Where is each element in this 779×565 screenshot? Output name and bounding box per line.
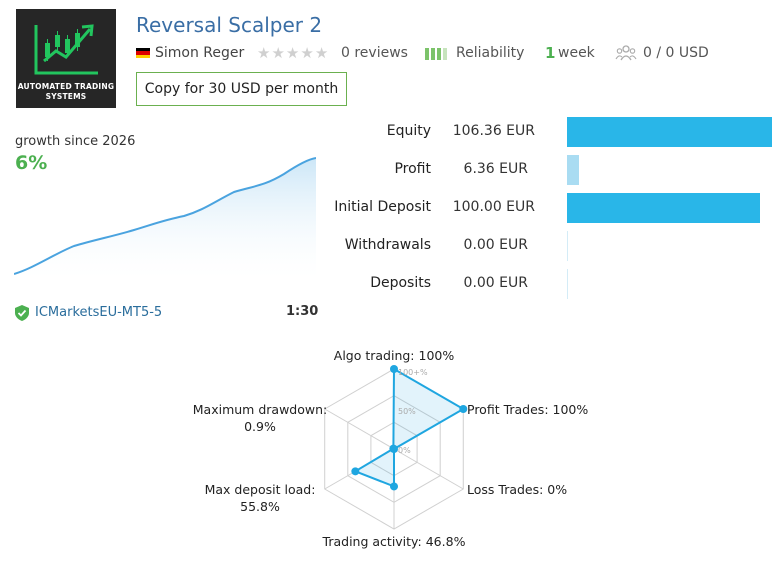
star-icon: ★ [300,44,315,62]
radar-label-algo-trading: Algo trading: 100% [333,348,455,363]
reviews-count[interactable]: 0 reviews [341,45,408,61]
radar-point [459,405,468,413]
radar-label-profit-trades: Profit Trades: 100% [467,402,589,417]
radar-label-max-deposit-load: Max deposit load: 55.8% [204,482,316,514]
radar-scale-0: 0% [398,446,411,455]
radar-point [390,365,398,373]
age-number: 1 [545,44,556,62]
growth-value: 6% [15,152,48,174]
reliability-label: Reliability [456,45,525,61]
growth-chart [14,157,316,280]
stat-label-equity: Equity [386,123,431,139]
verified-shield-icon [15,305,29,321]
broker-row[interactable]: ICMarketsEU-MT5-5 [15,304,215,322]
stat-value-initial-deposit: 100.00 EUR [452,199,535,215]
age-unit: week [558,45,595,61]
radar-label-trading-activity: Trading activity: 46.8% [322,534,466,549]
radar-point [351,467,360,476]
radar-grid-spoke [324,408,395,450]
growth-area [14,158,316,280]
subscribers-icon [615,45,637,61]
author-link[interactable]: Simon Reger [155,45,245,61]
star-icon: ★ [285,44,301,62]
copy-subscription-button[interactable]: Copy for 30 USD per month [136,72,347,106]
stat-bar-profit [567,155,579,185]
stat-bar-withdrawals [567,231,568,261]
stat-label-deposits: Deposits [370,275,431,291]
strategy-logo: AUTOMATED TRADING SYSTEMS [16,9,116,108]
stat-value-profit: 6.36 EUR [463,161,528,177]
star-icon: ★ [314,44,330,62]
rating-stars: ★★★★★ [257,44,329,62]
radar-label-max-drawdown: Maximum drawdown: 0.9% [192,402,328,434]
stat-bar-equity [567,117,772,147]
radar-point [390,482,398,491]
subscribers-value: 0 / 0 USD [643,45,709,61]
growth-line [14,157,316,275]
stat-value-withdrawals: 0.00 EUR [463,237,528,253]
stat-bar-initial-deposit [567,193,760,223]
radar-points [351,365,468,491]
strategy-title[interactable]: Reversal Scalper 2 [136,13,323,37]
star-icon: ★ [271,44,286,62]
stat-bar-deposits [567,269,568,299]
germany-flag-icon [136,48,150,58]
radar-scale-50: 50% [398,407,416,416]
radar-point [389,444,398,453]
stat-label-profit: Profit [394,161,431,177]
logo-text: AUTOMATED TRADING SYSTEMS [17,82,115,101]
radar-scale-100: 100+% [398,368,428,377]
radar-label-loss-trades: Loss Trades: 0% [467,482,568,497]
stat-value-deposits: 0.00 EUR [463,275,528,291]
star-icon: ★ [257,44,272,62]
chart-growth-icon [34,24,98,75]
radar-value-polygon [353,367,466,488]
reliability-bars-icon [425,48,451,60]
stat-value-equity: 106.36 EUR [452,123,535,139]
meta-row: Simon Reger ★★★★★ 0 reviews Reliability … [136,44,736,64]
broker-server-link[interactable]: ICMarketsEU-MT5-5 [35,305,163,320]
stat-label-withdrawals: Withdrawals [344,237,431,253]
stat-label-initial-deposit: Initial Deposit [334,199,431,215]
growth-label: growth since 2026 [15,134,136,149]
radar-grid-spoke [393,448,464,490]
leverage-value: 1:30 [286,304,319,319]
